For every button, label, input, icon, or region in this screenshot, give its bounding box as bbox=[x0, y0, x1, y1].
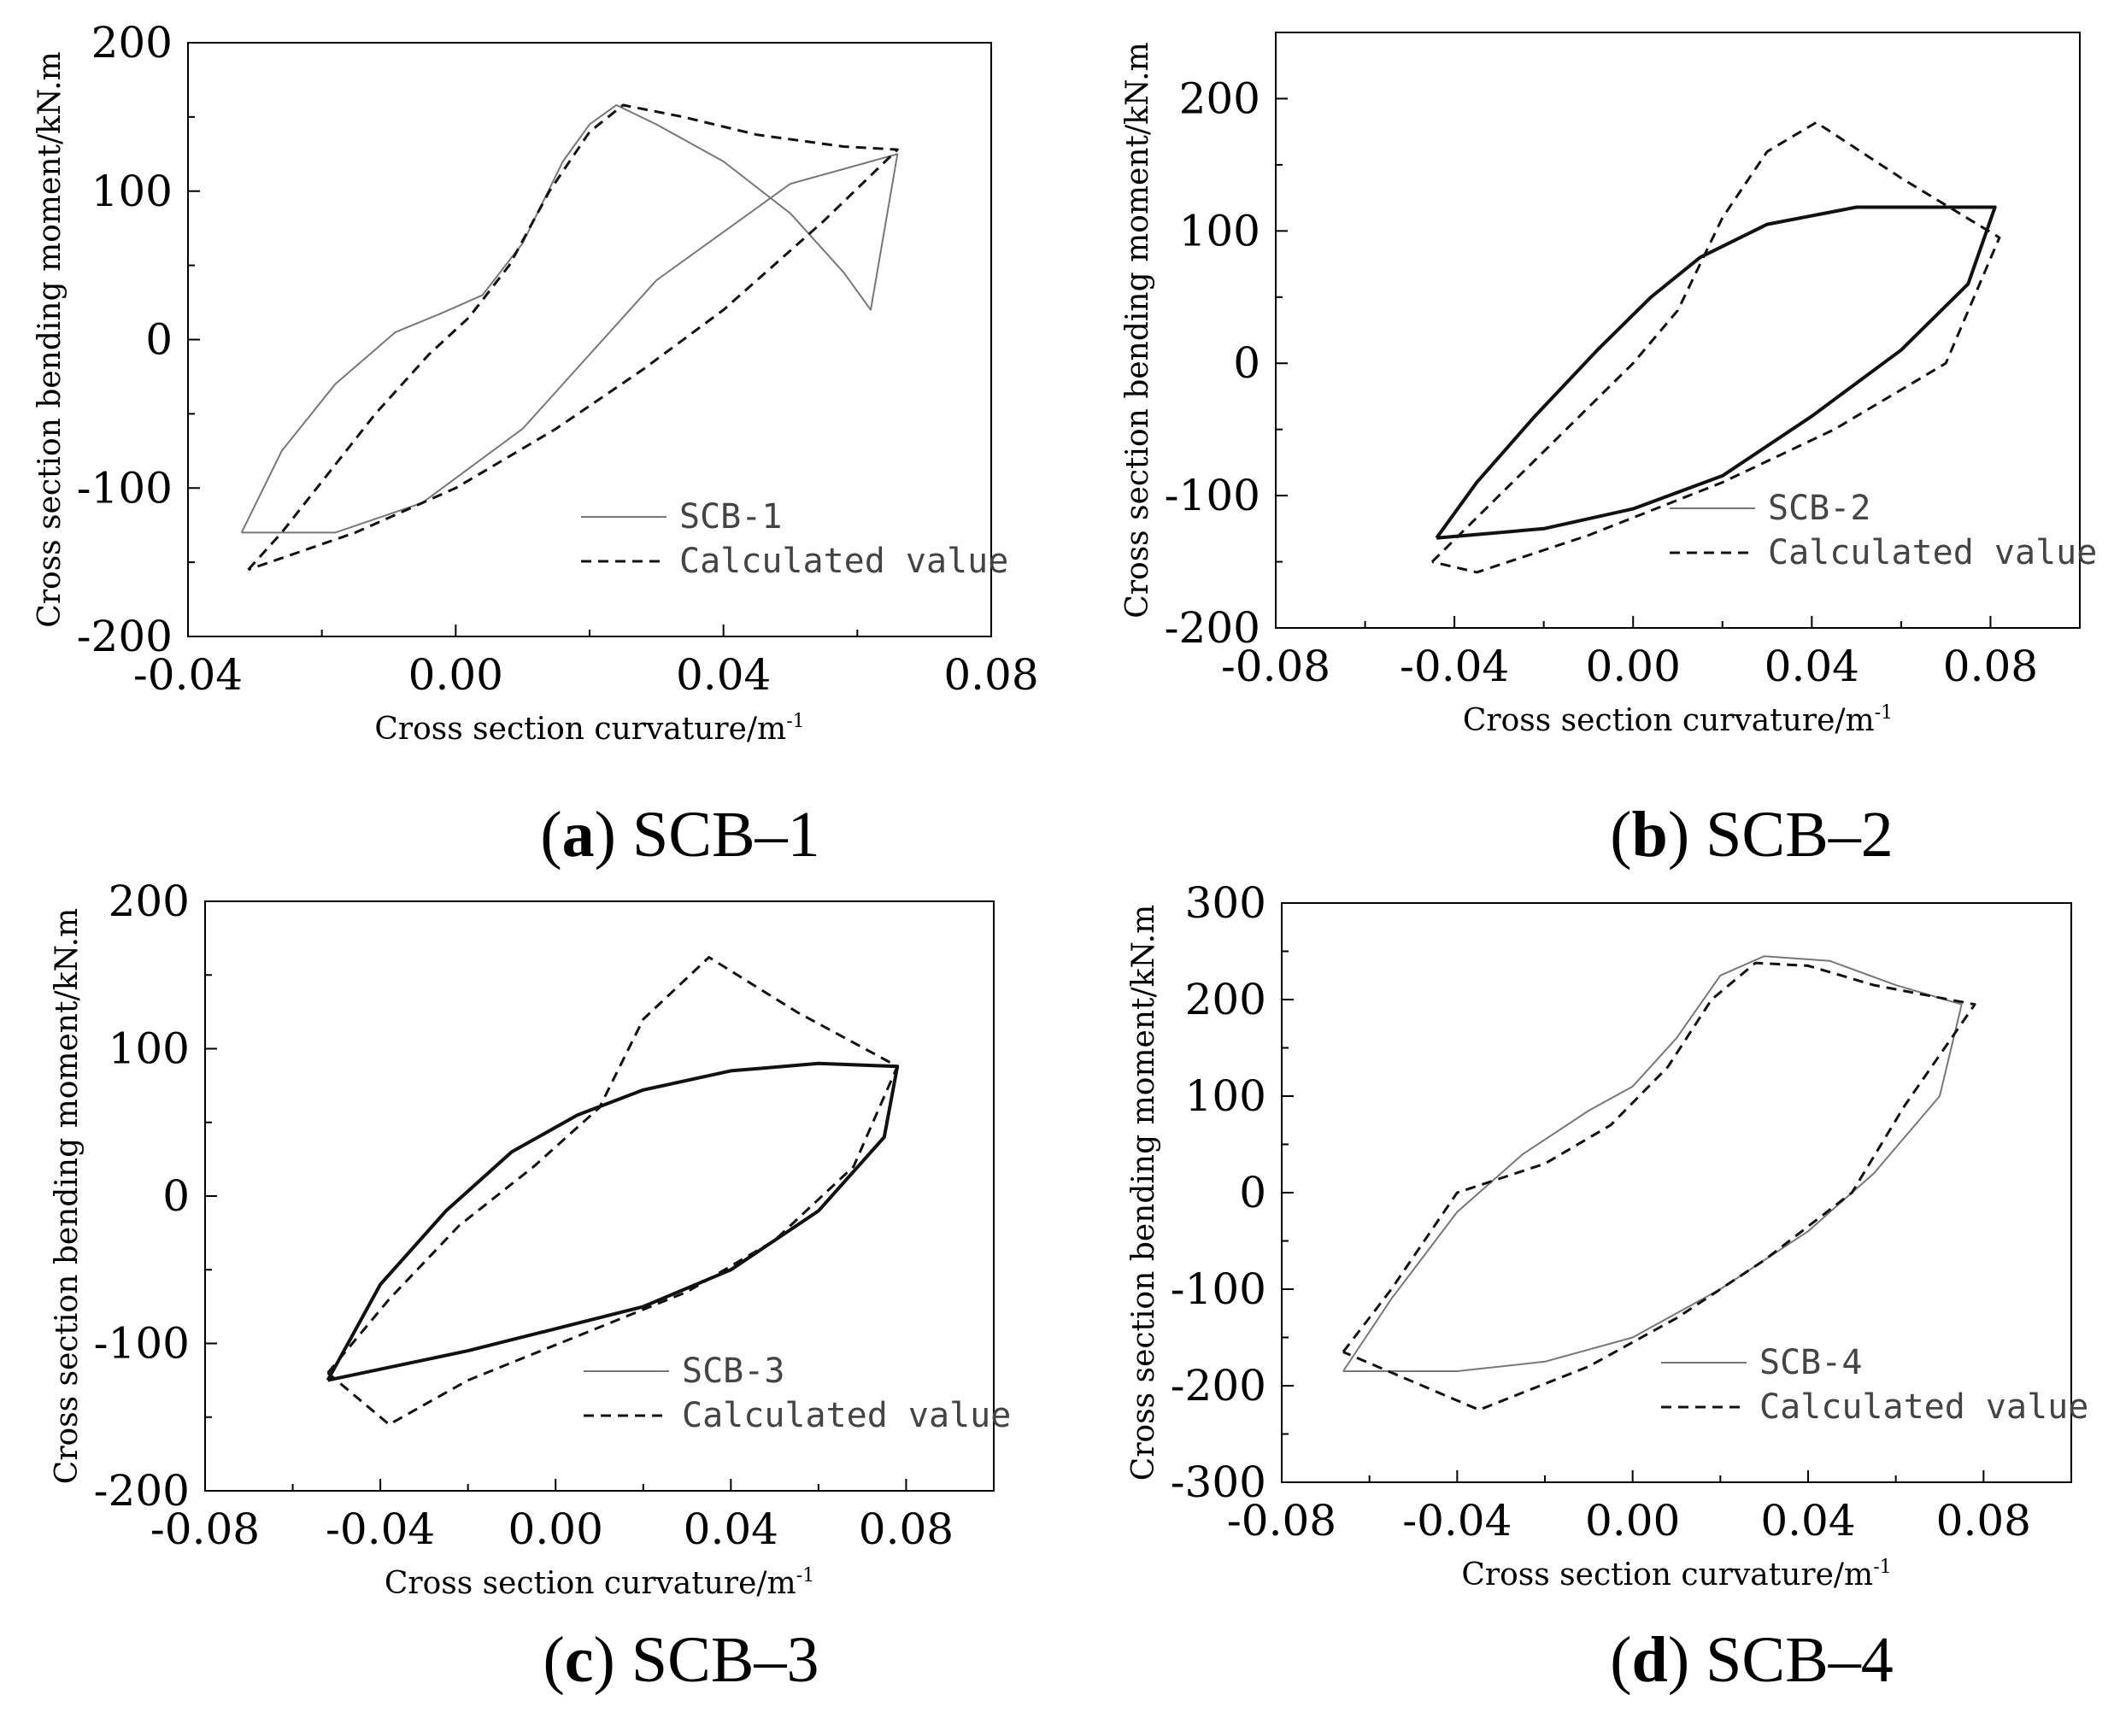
x-axis-title: Cross section curvature/m-1 bbox=[385, 1565, 814, 1601]
series-line-calculated bbox=[247, 103, 899, 572]
series-line-calculated bbox=[1430, 120, 2001, 574]
y-tick-label: 100 bbox=[91, 167, 173, 216]
series-line-calculated bbox=[1342, 961, 1976, 1411]
chart-panel-a: -0.04 0.00 0.04 0.08 -200 -100 0 100 200 Cross se… bbox=[32, 18, 1039, 871]
y-tick-label: 200 bbox=[1185, 975, 1266, 1024]
chart-panel-c: -0.08 -0.04 0.00 0.04 0.08 -200 -100 0 100 200 Cro… bbox=[50, 877, 1011, 1696]
y-tick-label: 100 bbox=[1185, 1071, 1266, 1121]
panel-caption: (b) SCB–2 bbox=[1610, 799, 1894, 871]
x-tick-label: 0.04 bbox=[676, 650, 771, 700]
caption-letter: c bbox=[565, 1624, 594, 1696]
plot-frame bbox=[1275, 32, 2081, 629]
x-tick-label: -0.08 bbox=[1227, 1496, 1336, 1545]
x-tick-label: -0.08 bbox=[150, 1504, 260, 1554]
series-line-measured bbox=[1342, 955, 1963, 1372]
legend-label-calculated: Calculated value bbox=[682, 1396, 1011, 1435]
legend-label-measured: SCB-2 bbox=[1768, 489, 1870, 528]
x-axis-title: Cross section curvature/m-1 bbox=[374, 711, 804, 747]
series-line-measured bbox=[240, 104, 899, 534]
x-tick-label: -0.08 bbox=[1221, 642, 1330, 691]
y-tick-label: 200 bbox=[1179, 73, 1260, 123]
caption-paren-close: ) bbox=[1668, 1624, 1706, 1696]
y-tick-label: -200 bbox=[1171, 1361, 1266, 1410]
y-tick-label: 300 bbox=[1185, 878, 1266, 928]
x-axis-title-text: Cross section curvature/m bbox=[1461, 1557, 1873, 1592]
x-tick-label: 0.04 bbox=[684, 1504, 778, 1554]
x-axis-title: Cross section curvature/m-1 bbox=[1461, 1557, 1891, 1592]
legend-label-measured: SCB-4 bbox=[1759, 1343, 1862, 1382]
y-tick-label: 0 bbox=[1233, 338, 1260, 388]
y-tick-label: -200 bbox=[77, 612, 173, 661]
x-axis-title-superscript: -1 bbox=[1873, 1557, 1891, 1578]
x-tick-label: 0.08 bbox=[859, 1504, 954, 1554]
caption-text: SCB–3 bbox=[631, 1624, 819, 1696]
panel-caption: (a) SCB–1 bbox=[540, 799, 819, 871]
series-line-calculated bbox=[326, 956, 899, 1426]
caption-paren-open: ( bbox=[1610, 799, 1631, 871]
y-tick-label: 100 bbox=[109, 1024, 190, 1074]
panel-caption: (d) SCB–4 bbox=[1610, 1624, 1894, 1696]
caption-text: SCB–4 bbox=[1706, 1624, 1894, 1696]
caption-paren-close: ) bbox=[595, 799, 632, 871]
x-axis-title-superscript: -1 bbox=[1875, 702, 1893, 724]
legend-label-measured: SCB-1 bbox=[679, 497, 782, 537]
caption-letter: a bbox=[562, 799, 595, 871]
y-axis-title: Cross section bending moment/kN.m bbox=[32, 51, 68, 627]
y-tick-label: -200 bbox=[94, 1466, 190, 1516]
x-tick-label: 0.00 bbox=[508, 1504, 603, 1554]
y-axis-title: Cross section bending moment/kN.m bbox=[1126, 905, 1161, 1481]
x-tick-label: 0.00 bbox=[1586, 642, 1681, 691]
caption-letter: b bbox=[1632, 799, 1668, 871]
caption-text: SCB–1 bbox=[632, 799, 820, 871]
x-tick-label: 0.08 bbox=[1943, 642, 2038, 691]
y-axis-title: Cross section bending moment/kN.m bbox=[1120, 42, 1155, 618]
legend-label-calculated: Calculated value bbox=[1768, 533, 2097, 572]
legend-label-calculated: Calculated value bbox=[679, 542, 1008, 581]
caption-paren-open: ( bbox=[543, 1624, 564, 1696]
x-tick-label: 0.00 bbox=[408, 650, 503, 700]
caption-letter: d bbox=[1632, 1624, 1668, 1696]
x-tick-label: -0.04 bbox=[1400, 642, 1509, 691]
y-axis-title: Cross section bending moment/kN.m bbox=[50, 908, 85, 1484]
chart-panel-b: -0.08 -0.04 0.00 0.04 0.08 -200 -100 0 100 200 Cro… bbox=[1120, 32, 2097, 871]
x-tick-label: -0.04 bbox=[1402, 1496, 1512, 1545]
x-axis-title-superscript: -1 bbox=[786, 711, 804, 732]
caption-paren-open: ( bbox=[1610, 1624, 1631, 1696]
y-tick-label: -200 bbox=[1165, 603, 1260, 653]
y-tick-label: -100 bbox=[77, 463, 173, 513]
y-tick-label: 0 bbox=[162, 1171, 190, 1221]
x-tick-label: 0.08 bbox=[943, 650, 1038, 700]
y-tick-label: 100 bbox=[1179, 206, 1260, 255]
series-line-measured bbox=[326, 1061, 900, 1382]
x-tick-label: 0.00 bbox=[1585, 1496, 1680, 1545]
caption-paren-close: ) bbox=[1668, 799, 1706, 871]
caption-text: SCB–2 bbox=[1706, 799, 1894, 871]
x-axis-title: Cross section curvature/m-1 bbox=[1463, 702, 1893, 738]
x-tick-label: -0.04 bbox=[326, 1504, 435, 1554]
x-axis-title-text: Cross section curvature/m bbox=[385, 1566, 796, 1601]
y-tick-label: 200 bbox=[109, 877, 190, 926]
y-tick-label: -100 bbox=[1165, 471, 1260, 520]
y-tick-label: -100 bbox=[1171, 1264, 1266, 1314]
legend-label-measured: SCB-3 bbox=[682, 1352, 784, 1391]
x-tick-label: 0.04 bbox=[1760, 1496, 1855, 1545]
y-tick-label: -100 bbox=[94, 1319, 190, 1369]
x-axis-title-text: Cross section curvature/m bbox=[1463, 703, 1875, 738]
x-tick-label: 0.08 bbox=[1936, 1496, 2031, 1545]
y-tick-label: 200 bbox=[91, 18, 173, 67]
y-tick-label: 0 bbox=[145, 315, 173, 365]
x-tick-label: -0.04 bbox=[133, 650, 243, 700]
caption-paren-close: ) bbox=[594, 1624, 631, 1696]
y-tick-label: -300 bbox=[1171, 1457, 1266, 1507]
chart-panel-d: -0.08 -0.04 0.00 0.04 0.08 -300 -200 -100 0 100 20… bbox=[1126, 878, 2088, 1696]
x-tick-label: 0.04 bbox=[1765, 642, 1859, 691]
x-axis-title-superscript: -1 bbox=[796, 1565, 814, 1586]
legend-label-calculated: Calculated value bbox=[1759, 1387, 2088, 1427]
series-line-measured bbox=[1435, 205, 1997, 540]
y-tick-label: 0 bbox=[1239, 1168, 1266, 1217]
x-axis-title-text: Cross section curvature/m bbox=[374, 712, 786, 747]
panel-caption: (c) SCB–3 bbox=[543, 1624, 819, 1696]
caption-paren-open: ( bbox=[540, 799, 561, 871]
